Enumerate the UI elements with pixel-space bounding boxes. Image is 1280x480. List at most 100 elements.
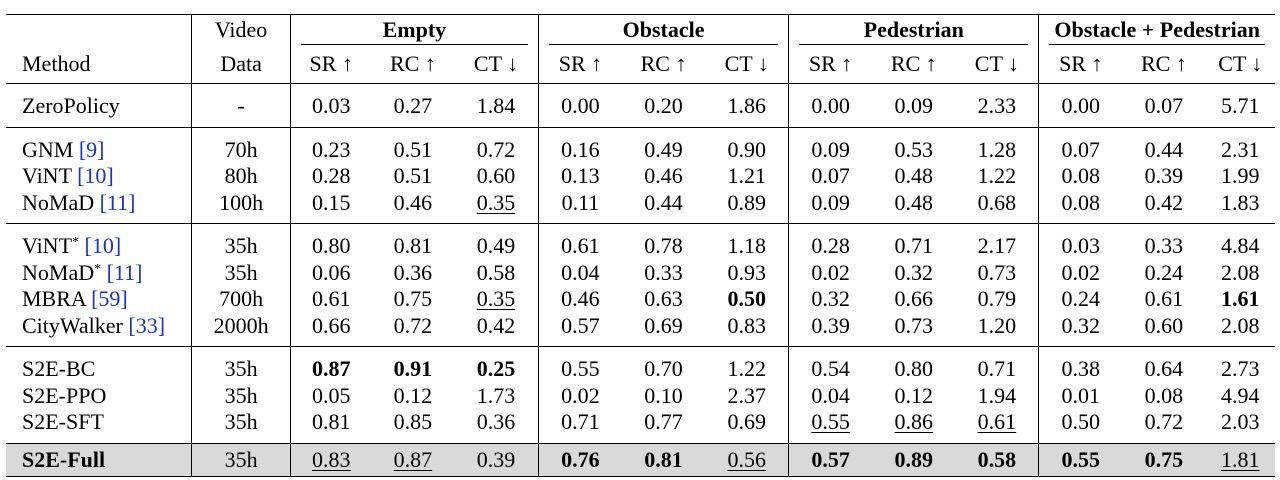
citation-link[interactable]: [11] <box>99 189 136 215</box>
method-name: NoMaD <box>22 259 95 285</box>
method-cell: S2E-PPO <box>6 382 193 409</box>
value-cell-empty-sr: 0.23 <box>290 126 372 163</box>
value-cell-obstacle-ct: 0.90 <box>705 126 790 163</box>
value-cell-empty-sr: 0.06 <box>312 259 351 285</box>
value-cell-obstacle-pedestrian-rc: 0.60 <box>1144 312 1184 338</box>
value-cell-empty-ct: 1.73 <box>454 382 539 409</box>
video-data-cell: 35h <box>191 409 291 443</box>
method-name: ZeroPolicy <box>22 93 120 119</box>
method-cell: MBRA [59] <box>6 286 193 313</box>
value-cell-obstacle-rc: 0.46 <box>644 163 683 189</box>
citation-link[interactable]: [33] <box>128 312 166 338</box>
value-cell-empty-ct: 0.60 <box>454 163 539 190</box>
value-cell-empty-rc: 0.85 <box>393 409 433 435</box>
value-cell-pedestrian-ct: 0.79 <box>955 286 1040 313</box>
value-cell-obstacle-ct: 0.93 <box>705 259 790 286</box>
value-cell-obstacle-pedestrian-ct: 1.83 <box>1221 189 1260 215</box>
value-cell-empty-rc: 0.81 <box>371 223 455 260</box>
value-cell-obstacle-pedestrian-ct: 1.99 <box>1221 163 1260 189</box>
value-cell-obstacle-ct: 2.37 <box>705 382 790 409</box>
value-cell-pedestrian-ct: 0.58 <box>955 442 1040 477</box>
value-cell-pedestrian-sr: 0.57 <box>788 442 873 477</box>
method-name: S2E-BC <box>22 356 96 382</box>
value-cell-empty-rc: 0.27 <box>371 83 455 127</box>
method-cell: NoMaD* [11] <box>6 259 193 286</box>
video-data-cell: 35h <box>191 442 291 477</box>
value-cell-obstacle-rc: 0.44 <box>644 189 683 215</box>
value-cell-empty-rc: 0.72 <box>393 312 433 338</box>
value-cell-pedestrian-sr: 0.55 <box>811 409 850 435</box>
value-cell-obstacle-pedestrian-sr: 0.32 <box>1061 312 1101 338</box>
table-row-highlighted: S2E-Full 35h 0.83 0.87 0.39 0.76 0.81 0.56 0.5… <box>6 442 1275 477</box>
method-name: ViNT <box>22 163 78 189</box>
method-name: CityWalker <box>22 312 129 338</box>
metric-header-sr: SR ↑ <box>1059 51 1103 76</box>
value-cell-obstacle-rc: 0.63 <box>644 286 683 312</box>
value-cell-empty-ct: 0.42 <box>454 312 539 347</box>
method-name: S2E-PPO <box>22 382 107 408</box>
video-data-cell: 100h <box>191 189 291 224</box>
video-data-cell: 35h <box>191 259 291 286</box>
value-cell-obstacle-pedestrian-ct: 1.81 <box>1205 442 1275 477</box>
video-data-header-top: Video <box>191 14 291 45</box>
value-cell-obstacle-pedestrian-sr: 0.02 <box>1061 259 1101 285</box>
group-header-label: Obstacle <box>622 17 705 42</box>
value-cell-pedestrian-sr: 0.07 <box>811 163 850 189</box>
value-cell-obstacle-rc: 0.70 <box>621 346 706 383</box>
table-row: ZeroPolicy - 0.03 0.27 1.84 0.00 0.20 1.86 0.0… <box>6 83 1275 127</box>
value-cell-pedestrian-rc: 0.66 <box>894 286 933 312</box>
metric-header-ct: CT ↓ <box>454 45 539 84</box>
value-cell-pedestrian-ct: 1.94 <box>955 382 1040 409</box>
citation-link[interactable]: [9] <box>78 136 105 162</box>
value-cell-obstacle-pedestrian-ct: 2.08 <box>1221 259 1260 285</box>
metric-header-ct: CT ↓ <box>955 45 1040 84</box>
value-cell-pedestrian-rc: 0.89 <box>872 442 956 477</box>
value-cell-pedestrian-ct: 1.20 <box>955 312 1040 347</box>
value-cell-empty-ct: 0.39 <box>454 442 539 477</box>
video-data-cell: 35h <box>191 382 291 409</box>
value-cell-obstacle-pedestrian-ct: 4.84 <box>1205 223 1275 260</box>
value-cell-obstacle-sr: 0.02 <box>561 382 600 408</box>
method-name: ViNT <box>22 233 73 259</box>
value-cell-obstacle-sr: 0.46 <box>561 286 600 312</box>
value-cell-empty-sr: 0.28 <box>312 163 351 189</box>
citation-link[interactable]: [11] <box>106 259 143 285</box>
value-cell-obstacle-rc: 0.78 <box>621 223 706 260</box>
citation-link[interactable]: [10] <box>84 233 122 259</box>
value-cell-obstacle-pedestrian-ct: 4.94 <box>1221 382 1260 408</box>
value-cell-pedestrian-sr: 0.09 <box>811 189 850 215</box>
value-cell-empty-sr: 0.61 <box>312 286 351 312</box>
value-cell-pedestrian-rc: 0.32 <box>894 259 933 285</box>
value-cell-obstacle-pedestrian-sr: 0.08 <box>1061 189 1101 215</box>
value-cell-obstacle-pedestrian-sr: 0.00 <box>1038 83 1123 127</box>
method-cell: S2E-SFT <box>6 409 193 443</box>
value-cell-obstacle-pedestrian-rc: 0.07 <box>1122 83 1206 127</box>
value-cell-pedestrian-sr: 0.28 <box>788 223 873 260</box>
method-name: S2E-Full <box>22 446 106 472</box>
value-cell-empty-rc: 0.87 <box>371 442 455 477</box>
method-cell: ViNT [10] <box>6 163 193 190</box>
value-cell-pedestrian-sr: 0.09 <box>788 126 873 163</box>
method-name: GNM <box>22 136 79 162</box>
value-cell-pedestrian-rc: 0.48 <box>894 189 933 215</box>
value-cell-obstacle-rc: 0.81 <box>621 442 706 477</box>
citation-link[interactable]: [59] <box>91 286 128 312</box>
value-cell-obstacle-rc: 0.69 <box>644 312 683 338</box>
value-cell-obstacle-rc: 0.20 <box>621 83 706 127</box>
value-cell-obstacle-pedestrian-rc: 0.75 <box>1122 442 1206 477</box>
value-cell-obstacle-pedestrian-rc: 0.64 <box>1122 346 1206 383</box>
value-cell-pedestrian-rc: 0.53 <box>872 126 956 163</box>
value-cell-obstacle-pedestrian-rc: 0.72 <box>1144 409 1184 435</box>
value-cell-pedestrian-ct: 0.61 <box>955 409 1040 443</box>
value-cell-empty-rc: 0.91 <box>371 346 455 383</box>
citation-link[interactable]: [10] <box>77 163 114 189</box>
value-cell-pedestrian-rc: 0.71 <box>872 223 956 260</box>
value-cell-obstacle-pedestrian-rc: 0.33 <box>1122 223 1206 260</box>
value-cell-obstacle-sr: 0.57 <box>561 312 600 338</box>
value-cell-obstacle-sr: 0.11 <box>561 189 600 215</box>
value-cell-obstacle-sr: 0.04 <box>561 259 600 285</box>
value-cell-obstacle-sr: 0.76 <box>538 442 622 477</box>
value-cell-obstacle-pedestrian-sr: 0.24 <box>1061 286 1101 312</box>
method-header: Method <box>6 45 193 84</box>
video-data-cell: 2000h <box>191 312 291 347</box>
